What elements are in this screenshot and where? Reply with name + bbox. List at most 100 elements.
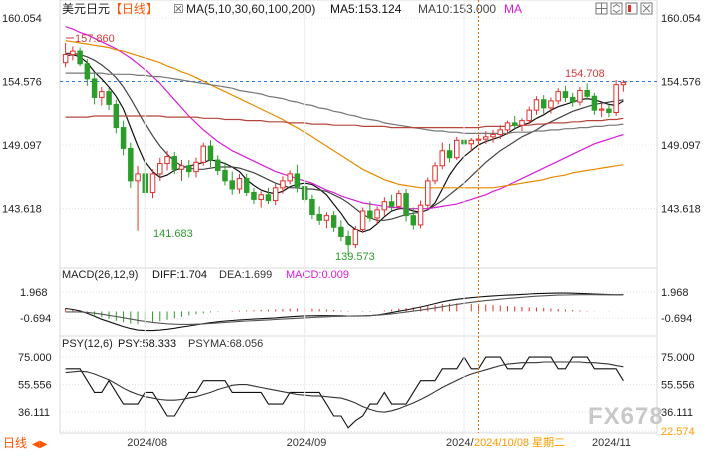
candle: [113, 99, 120, 134]
bottom-left-period[interactable]: 日线 ◀▶: [0, 436, 60, 451]
period-label[interactable]: 【日线】: [110, 2, 158, 16]
x-tick-label: 2024/09: [287, 437, 327, 449]
candle: [200, 142, 206, 166]
price-y-label-left: 143.618: [2, 203, 42, 215]
candle-body: [62, 54, 69, 64]
candle: [577, 87, 583, 106]
candle-body: [91, 78, 98, 98]
candle-body: [113, 103, 120, 129]
period-stepper-icon[interactable]: ◀▶: [32, 439, 48, 450]
candle-body: [417, 204, 424, 226]
candle-body: [374, 209, 380, 219]
toolbar: [595, 2, 653, 15]
candle-body: [164, 156, 170, 164]
ma-checkbox-icon[interactable]: ☒: [173, 2, 184, 16]
candle-body: [381, 201, 388, 211]
candle-body: [229, 180, 235, 190]
candle: [128, 142, 134, 188]
candle: [149, 169, 156, 199]
grid-icon[interactable]: [595, 2, 608, 15]
psy-y-label-left: 55.556: [18, 380, 52, 392]
candle: [178, 160, 185, 181]
subwindow-icon[interactable]: [625, 2, 638, 15]
candle: [214, 155, 221, 176]
psyma-value-label: PSYMA:68.056: [188, 338, 263, 350]
candle: [410, 207, 417, 230]
candle-body: [620, 81, 627, 86]
price-y-label-right: 143.618: [661, 203, 701, 215]
candle: [432, 162, 438, 185]
psy-y-label-right: 55.556: [661, 380, 695, 392]
psy-y-label-right: 22.574: [661, 426, 695, 438]
x-tick-label: 2024/08: [127, 437, 167, 449]
candle: [222, 162, 228, 186]
ma5-label: MA5:153.124: [330, 2, 402, 16]
ma100-line: [65, 72, 624, 134]
psyma-line: [65, 361, 624, 413]
candle-body: [388, 201, 395, 207]
ma10-label: MA10:153.000: [418, 2, 496, 16]
candle-body: [425, 180, 431, 206]
candle-body: [280, 180, 286, 189]
candle-body: [490, 134, 496, 138]
candle-body: [171, 156, 178, 170]
candle: [309, 194, 315, 220]
candle: [562, 85, 569, 103]
candle: [519, 118, 525, 132]
candle: [70, 46, 76, 61]
macd-y-label-left: -0.694: [20, 313, 51, 325]
candle-body: [251, 191, 257, 200]
candle-body: [265, 194, 272, 202]
price-y-label-right: 149.097: [661, 140, 701, 152]
x-tick-label: 2024/: [446, 437, 474, 449]
candle-body: [84, 63, 91, 80]
ma-params-label: MA(5,10,30,60,100,200): [186, 2, 315, 16]
candle: [540, 95, 547, 114]
candle: [367, 201, 373, 222]
candle-body: [526, 109, 532, 122]
candle: [207, 140, 214, 167]
candle: [359, 207, 366, 234]
candle-body: [128, 147, 134, 182]
candle-body: [439, 150, 446, 167]
psy-grid: 75.000 75.000 55.556 55.556 36.111 36.111 22.5…: [18, 352, 695, 438]
psy-y-label-left: 36.111: [18, 407, 50, 419]
candle: [403, 188, 409, 222]
candle-body: [555, 91, 561, 102]
candle: [555, 88, 561, 105]
macd-bars: [65, 303, 624, 325]
candle: [258, 191, 264, 208]
candle-body: [403, 193, 409, 217]
candle-body: [367, 210, 373, 219]
candle-body: [193, 161, 199, 173]
psy-line: [65, 356, 624, 429]
candle-body: [330, 215, 337, 228]
psy-indicator-label: PSY(12,6): [62, 338, 113, 350]
candle-body: [533, 99, 540, 111]
candle-body: [511, 122, 518, 126]
candle-body: [548, 100, 554, 109]
ma200-line: [65, 115, 624, 129]
candle: [135, 165, 141, 231]
psy-y-label-right: 36.111: [661, 407, 693, 419]
panel-frames: [59, 0, 658, 434]
candle: [468, 137, 475, 151]
macd-grid: 1.968 1.968 -0.694 -0.694: [20, 287, 692, 325]
low1-annotation: 141.683: [153, 228, 193, 240]
candle: [454, 136, 460, 161]
price-y-label-right: 154.576: [661, 76, 701, 88]
price-header: 美元日元 【日线】 ☒ MA(5,10,30,60,100,200) MA5:1…: [62, 2, 522, 16]
low2-annotation: 139.573: [335, 251, 375, 263]
instrument-title: 美元日元: [62, 2, 110, 16]
candle-body: [504, 122, 511, 131]
price-y-label-right: 160.054: [661, 13, 701, 25]
ma-lines: [65, 26, 624, 233]
candle: [251, 187, 257, 205]
candle: [243, 173, 250, 196]
candle: [164, 150, 170, 171]
candle-body: [359, 210, 366, 231]
up-down-icon[interactable]: [610, 2, 623, 15]
candle-body: [584, 89, 590, 97]
candle-body: [77, 50, 83, 65]
close-icon[interactable]: [640, 2, 653, 15]
